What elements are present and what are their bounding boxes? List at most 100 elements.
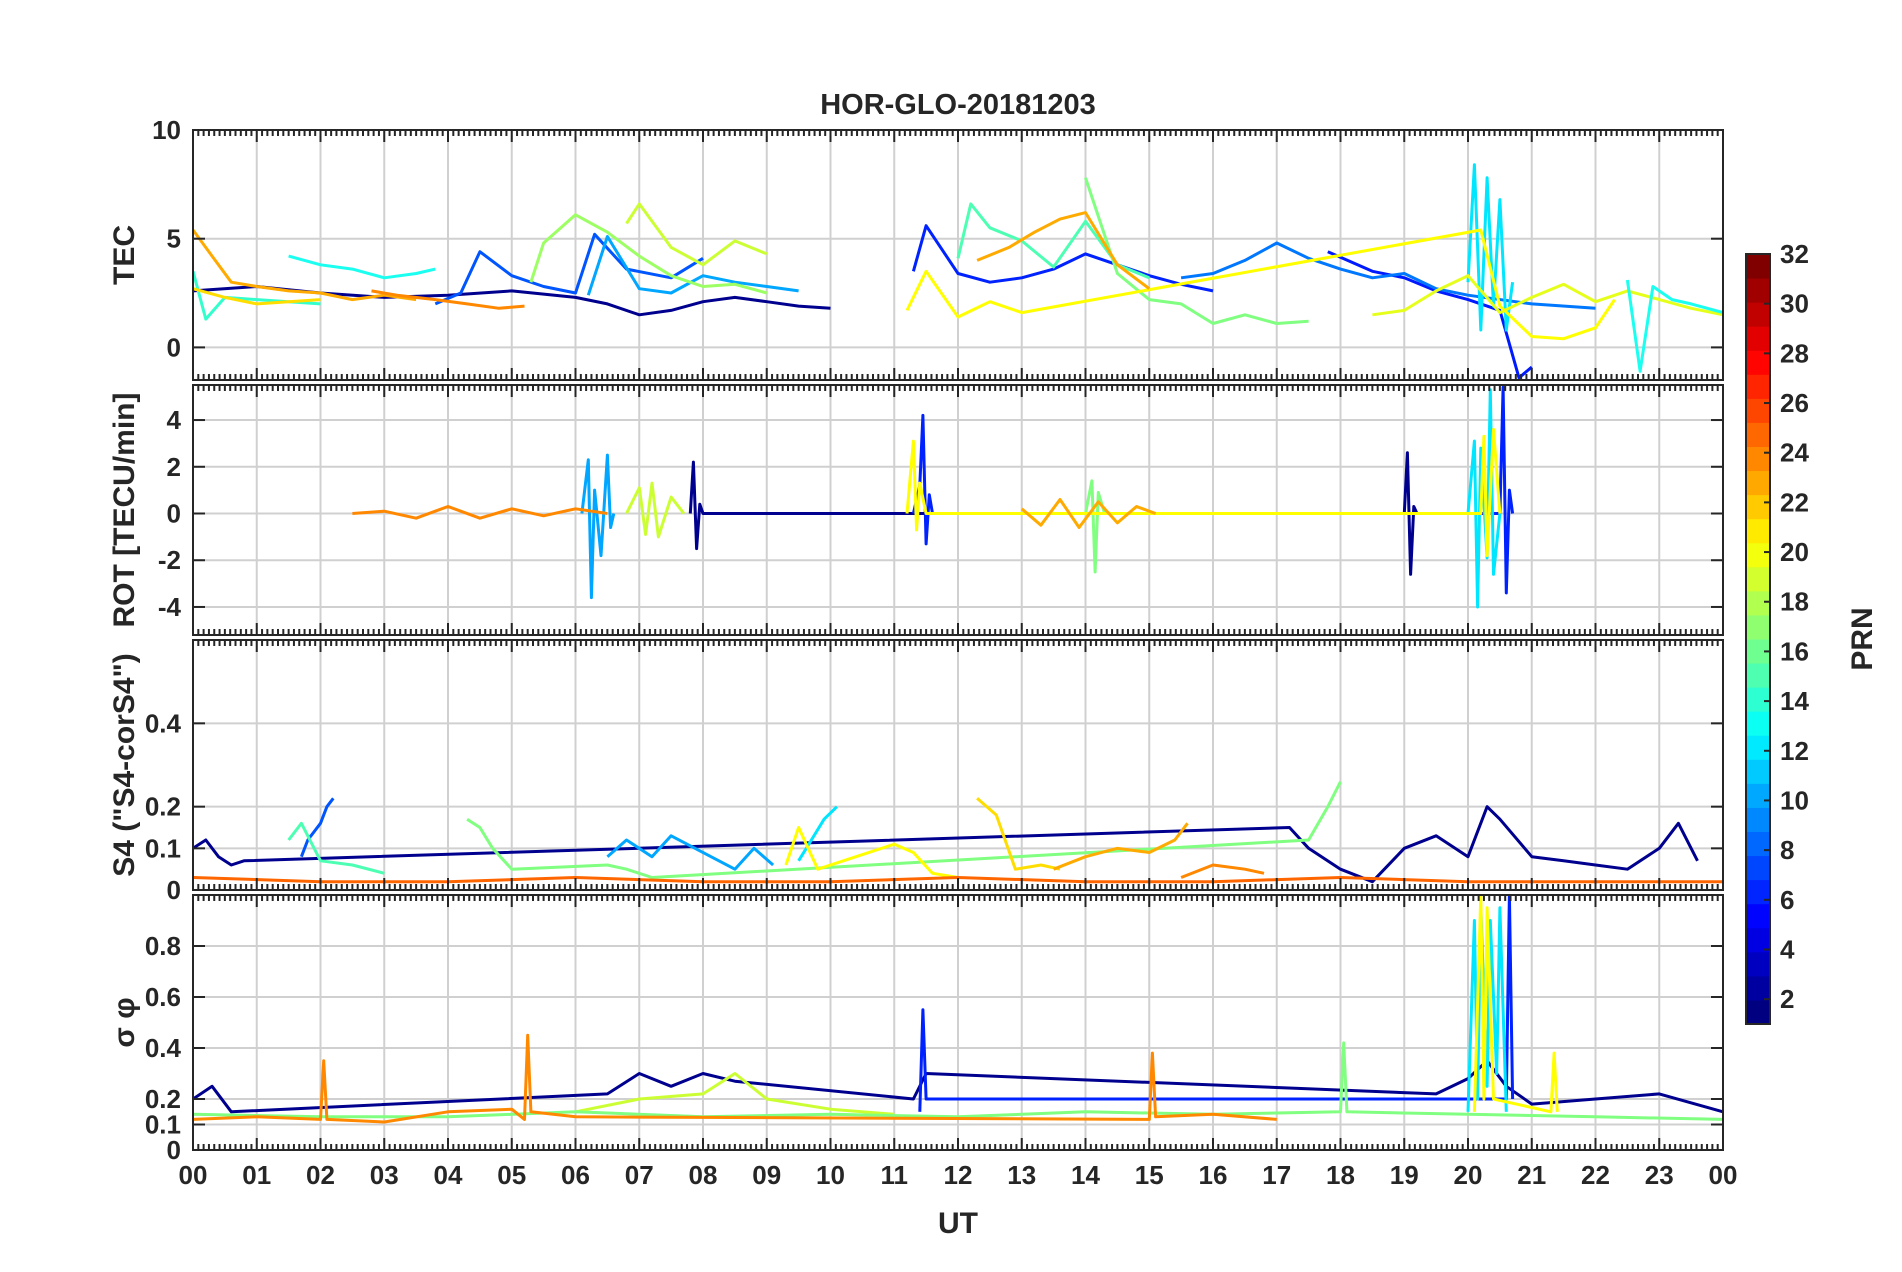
x-tick-label: 00 [179, 1160, 208, 1190]
colorbar-tick-label: 20 [1780, 537, 1809, 567]
series-prn-20 [905, 228, 1616, 341]
colorbar-tick-label: 6 [1780, 885, 1794, 915]
x-tick-label: 03 [370, 1160, 399, 1190]
colorbar-label: PRN [1846, 607, 1879, 670]
series-prn-20 [1472, 895, 1559, 1114]
x-tick-label: 01 [242, 1160, 271, 1190]
series-prn-20 [784, 826, 959, 879]
x-tick-label: 10 [816, 1160, 845, 1190]
series-prn-23 [352, 505, 608, 520]
colorbar-segment [1746, 422, 1770, 447]
x-tick-label: 23 [1645, 1160, 1674, 1190]
colorbar-segment [1746, 542, 1770, 568]
colorbar-tick-label: 30 [1780, 289, 1809, 319]
series-prn-21 [976, 797, 1061, 871]
colorbar-segment [1746, 999, 1770, 1025]
y-tick-label: 0.2 [145, 1084, 181, 1114]
series-prn-22 [1053, 822, 1189, 871]
chart-title: HOR-GLO-20181203 [820, 89, 1096, 121]
y-axis-label: σ φ [108, 997, 141, 1047]
y-tick-label: 0.6 [145, 982, 181, 1012]
sigma-phi-series-group [193, 895, 1723, 1124]
colorbar-tick-label: 18 [1780, 587, 1809, 617]
colorbar-tick-label: 4 [1780, 934, 1795, 964]
series-prn-10 [580, 453, 616, 600]
colorbar-segment [1746, 903, 1770, 929]
series-prn-12 [1466, 388, 1502, 609]
x-tick-label: 15 [1135, 1160, 1164, 1190]
colorbar-segment [1746, 374, 1770, 399]
y-tick-label: 2 [167, 452, 181, 482]
x-tick-label: 00 [1709, 1160, 1738, 1190]
colorbar-tick-label: 26 [1780, 388, 1809, 418]
colorbar-segment [1746, 446, 1770, 472]
series-prn-18 [625, 481, 686, 539]
panel-frame [192, 129, 1724, 381]
y-tick-label: 10 [152, 115, 181, 145]
series-prn-22 [976, 211, 1151, 290]
colorbar-segment [1746, 855, 1770, 881]
series-prn-19 [1372, 274, 1723, 317]
colorbar-tick-label: 10 [1780, 785, 1809, 815]
x-tick-label: 18 [1326, 1160, 1355, 1190]
x-tick-label: 09 [752, 1160, 781, 1190]
panel-frame [192, 639, 1724, 891]
panel-sigma-phi: 00.10.2 0.4 0.6 0.8 σ φ [108, 894, 1724, 1165]
x-tick-label: 22 [1581, 1160, 1610, 1190]
x-tick-label: 16 [1199, 1160, 1228, 1190]
x-tick-label: 19 [1390, 1160, 1419, 1190]
series-prn-21 [193, 287, 321, 306]
y-tick-label: -2 [158, 545, 181, 575]
colorbar-segment [1746, 687, 1770, 712]
colorbar-segment [1746, 590, 1770, 616]
colorbar-tick-label: 24 [1780, 438, 1809, 468]
colorbar-tick-label: 32 [1780, 239, 1809, 269]
y-tick-label: -4 [158, 592, 182, 622]
series-prn-15 [287, 821, 385, 875]
colorbar-segment [1746, 927, 1770, 953]
colorbar-tick-label: 28 [1780, 338, 1809, 368]
series-prn-6 [299, 797, 335, 858]
y-tick-label: 0.1 [145, 1110, 181, 1140]
series-prn-16 [1084, 177, 1309, 325]
colorbar-segment [1746, 735, 1770, 760]
colorbar-segment [1746, 663, 1770, 688]
x-tick-label: 08 [689, 1160, 718, 1190]
colorbar-segment [1746, 783, 1770, 808]
series-prn-4 [911, 224, 1214, 293]
y-tick-label: 0 [167, 875, 181, 905]
y-tick-label: 0 [167, 332, 181, 362]
colorbar-segment [1746, 759, 1770, 784]
colorbar-tick-label: 16 [1780, 636, 1809, 666]
colorbar-frame [1745, 253, 1771, 1025]
colorbar-segment [1746, 951, 1770, 977]
series-prn-18 [575, 1072, 895, 1116]
series-prn-10 [586, 235, 799, 296]
colorbar-segment [1746, 614, 1770, 640]
series-prn-13 [1625, 279, 1723, 373]
colorbar-segment [1746, 254, 1770, 279]
colorbar-segment [1746, 494, 1770, 520]
x-tick-label: 12 [944, 1160, 973, 1190]
y-tick-label: 0 [167, 1135, 181, 1165]
x-tick-label: 06 [561, 1160, 590, 1190]
panel-s4: 0 0.1 0.2 0.4S4 ("S4-corS4") [108, 639, 1724, 905]
colorbar-tick-label: 8 [1780, 835, 1794, 865]
series-prn-8 [1180, 241, 1596, 310]
x-tick-label: 02 [306, 1160, 335, 1190]
series-prn-4 [918, 895, 1515, 1112]
tec-series-group [193, 163, 1723, 380]
x-tick-label: 13 [1007, 1160, 1036, 1190]
y-tick-label: 0 [167, 499, 181, 529]
y-axis-label: TEC [108, 225, 141, 285]
panel-tec: 0 5 10 TEC [108, 115, 1724, 381]
series-prn-12 [1466, 906, 1508, 1112]
colorbar-tick-label: 12 [1780, 736, 1809, 766]
series-prn-17 [529, 213, 768, 295]
colorbar-segment [1746, 302, 1770, 327]
y-axis-label: ROT [TECU/min] [108, 393, 141, 628]
colorbar-tick-label: 2 [1780, 984, 1794, 1014]
x-tick-label: 14 [1071, 1160, 1100, 1190]
y-tick-label: 4 [167, 405, 182, 435]
